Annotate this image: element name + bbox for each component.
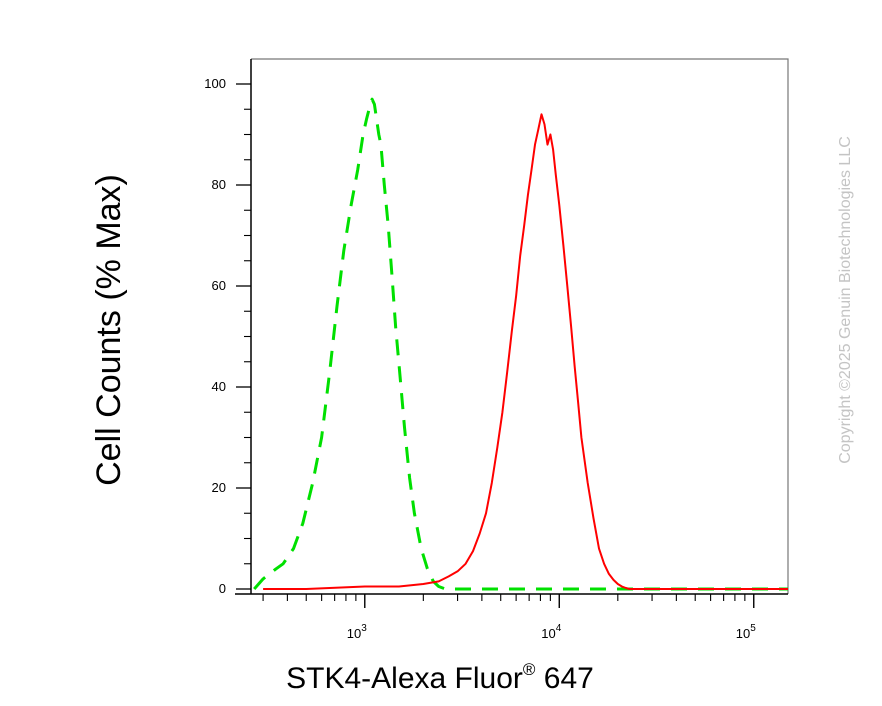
y-tick-label: 0 <box>219 581 226 596</box>
series-line-control-dashed <box>253 97 788 591</box>
x-axis-title-channel: 647 <box>535 662 593 695</box>
series-line-stk4-solid <box>263 113 788 590</box>
y-tick-label: 60 <box>212 278 226 293</box>
y-axis-title: Cell Counts (% Max) <box>90 174 128 486</box>
x-tick-label: 104 <box>541 623 561 641</box>
series-group <box>253 97 788 591</box>
plot-frame <box>235 58 789 595</box>
x-tick-label: 103 <box>347 623 367 641</box>
y-tick-label: 20 <box>212 480 226 495</box>
x-axis-title-registered-mark: ® <box>523 660 536 679</box>
x-axis-title: STK4-Alexa Fluor® 647 <box>286 660 594 695</box>
y-tick-label: 40 <box>212 379 226 394</box>
x-axis-title-main: STK4-Alexa Fluor <box>286 662 523 695</box>
x-tick-label: 105 <box>736 623 756 641</box>
axis-ticks: 0 20 40 60 80 100 103 104 105 <box>204 76 756 641</box>
y-tick-label: 100 <box>204 76 226 91</box>
copyright-watermark: Copyright ©2025 Genuin Biotechnologies L… <box>837 136 854 464</box>
plot-box <box>251 58 789 594</box>
y-tick-label: 80 <box>212 177 226 192</box>
